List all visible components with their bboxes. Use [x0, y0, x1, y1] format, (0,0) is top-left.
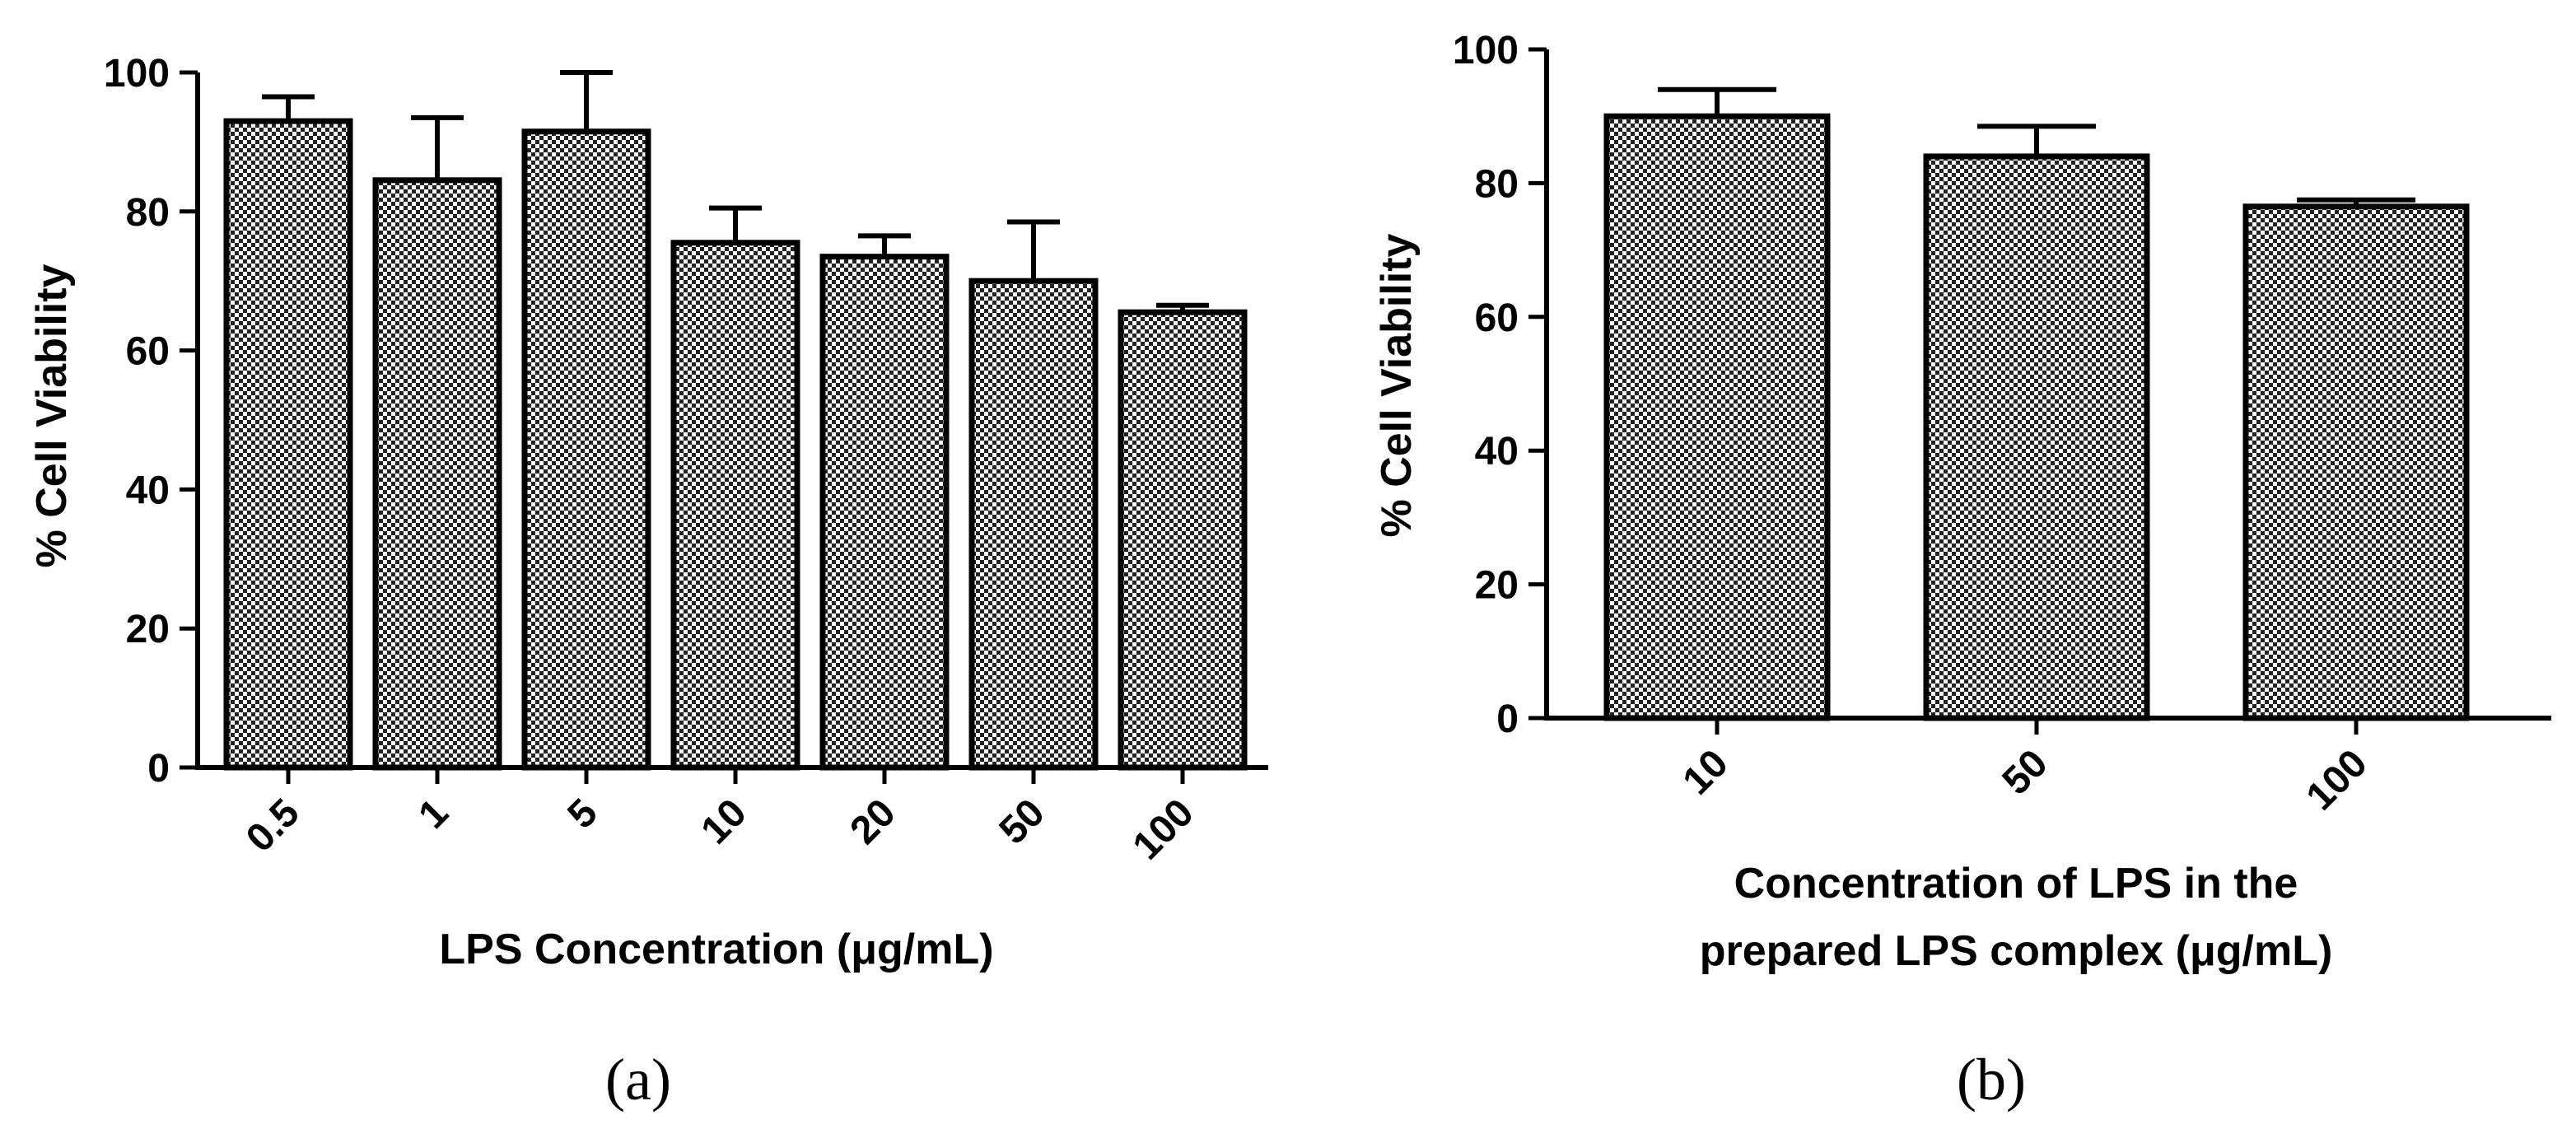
chart-a-xtick-label: 20 — [842, 791, 904, 852]
chart-a-xtick-label: 10 — [693, 791, 755, 852]
chart-a-xtick-label: 100 — [1125, 791, 1202, 868]
chart-b-panel-label: (b) — [1957, 1047, 2026, 1113]
chart-a-y-ticks: 0 20 40 60 80 100 — [104, 52, 198, 791]
chart-a-xtick-label: 5 — [559, 791, 605, 837]
chart-a-bar — [1118, 309, 1248, 771]
chart-a-x-ticks: 0.5 1 5 10 20 50 100 — [238, 767, 1202, 868]
chart-b-ytick-label: 40 — [1475, 430, 1519, 474]
chart-a-ylabel: % Cell Viability — [28, 264, 76, 567]
chart-b-xtick-label: 10 — [1675, 741, 1737, 803]
chart-a-xlabel: LPS Concentration (μg/mL) — [439, 926, 993, 973]
chart-a-bar — [521, 128, 651, 771]
chart-a-ytick-label: 80 — [126, 191, 170, 235]
chart-b-xtick-label: 50 — [1995, 741, 2056, 803]
chart-b-ytick-label: 0 — [1496, 697, 1519, 741]
chart-b-ytick-label: 80 — [1475, 162, 1519, 206]
chart-b-bar — [2242, 203, 2470, 721]
chart-b-x-ticks: 10 50 100 — [1675, 718, 2376, 819]
chart-a-ytick-label: 20 — [126, 608, 170, 651]
chart-b: % Cell Viability 0 20 40 60 80 100 10 50 100 Co… — [1373, 29, 2551, 1113]
chart-b-bars — [1603, 86, 2470, 721]
chart-a-ytick-label: 0 — [147, 747, 170, 791]
chart-a-xtick-label: 50 — [992, 791, 1053, 852]
chart-a-ytick-label: 100 — [104, 52, 170, 96]
chart-a-bar — [372, 177, 502, 771]
chart-b-xlabel-line-1: Concentration of LPS in the — [1734, 860, 2298, 907]
chart-a-bars — [223, 70, 1248, 771]
chart-b-ylabel: % Cell Viability — [1373, 233, 1421, 537]
chart-a-ytick-label: 40 — [126, 469, 170, 512]
chart-a-bar — [819, 254, 950, 771]
chart-b-bar — [1923, 153, 2150, 721]
chart-b-ytick-label: 60 — [1475, 296, 1519, 340]
chart-a: % Cell Viability 0 20 40 60 80 100 0.5 1 5 10 20 5… — [28, 52, 1268, 1113]
chart-b-y-ticks: 0 20 40 60 80 100 — [1453, 29, 1547, 741]
chart-b-xlabel-line-2: prepared LPS complex (μg/mL) — [1700, 927, 2333, 975]
chart-a-bar — [670, 240, 800, 771]
chart-b-xtick-label: 100 — [2298, 741, 2376, 819]
chart-a-xtick-label: 0.5 — [238, 791, 308, 861]
chart-b-ytick-label: 20 — [1475, 564, 1519, 608]
chart-b-bar — [1603, 113, 1831, 721]
chart-a-bar — [968, 278, 1099, 771]
chart-b-ytick-label: 100 — [1453, 29, 1519, 72]
chart-a-panel-label: (a) — [605, 1047, 671, 1113]
chart-a-ytick-label: 60 — [126, 330, 170, 374]
chart-a-bar — [223, 118, 353, 771]
chart-a-xtick-label: 1 — [410, 791, 456, 837]
